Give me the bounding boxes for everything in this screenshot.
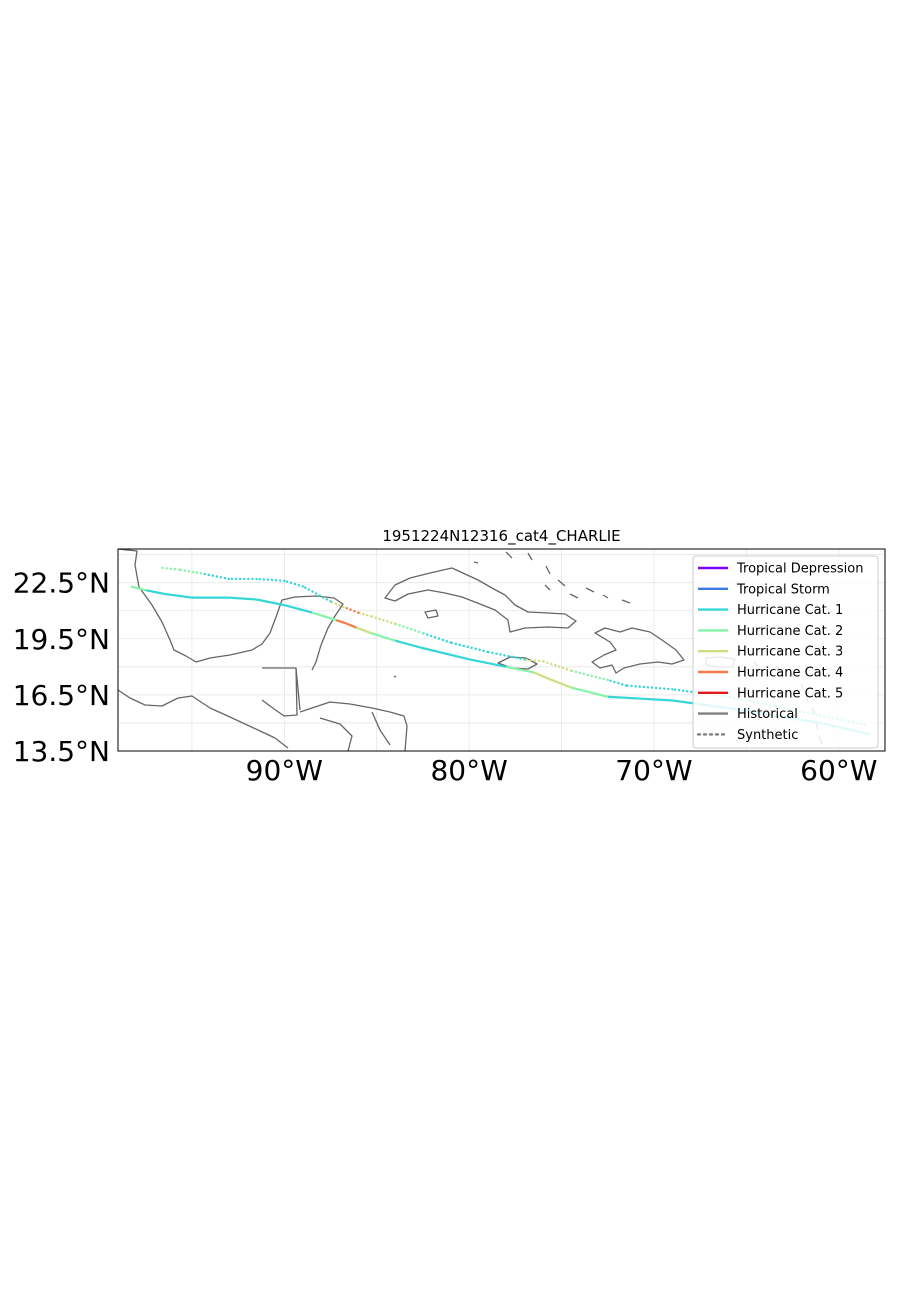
historical-track-segment bbox=[468, 658, 507, 668]
legend-label: Tropical Storm bbox=[736, 582, 830, 597]
synthetic-track-segment bbox=[625, 684, 674, 691]
synthetic-track-segment bbox=[523, 658, 545, 663]
y-tick-label: 22.5°N bbox=[13, 567, 110, 600]
historical-track-segment bbox=[164, 592, 193, 599]
historical-track-segment bbox=[130, 585, 146, 592]
legend-label: Hurricane Cat. 2 bbox=[737, 624, 843, 639]
coastlines bbox=[118, 549, 823, 751]
synthetic-track-segment bbox=[177, 568, 203, 575]
historical-track-segment bbox=[346, 622, 357, 629]
synthetic-track-segment bbox=[606, 678, 628, 687]
synthetic-track-segment bbox=[159, 566, 181, 571]
synthetic-track-segment bbox=[342, 605, 360, 614]
legend-label: Hurricane Cat. 1 bbox=[737, 603, 843, 618]
historical-track-segment bbox=[533, 671, 548, 680]
legend-label: Hurricane Cat. 3 bbox=[737, 645, 843, 660]
y-tick-label: 19.5°N bbox=[13, 623, 110, 656]
synthetic-track-segment bbox=[421, 631, 452, 644]
synthetic-track-segment bbox=[357, 611, 373, 618]
historical-track-segment bbox=[422, 647, 470, 661]
x-axis-ticks: 90°W 80°W 70°W 60°W bbox=[246, 754, 878, 787]
historical-track-segment bbox=[284, 604, 313, 614]
historical-track-segment bbox=[607, 695, 673, 702]
mexico-guatemala-border bbox=[261, 667, 298, 717]
legend-label: Synthetic bbox=[737, 728, 798, 743]
y-axis-ticks: 22.5°N 19.5°N 16.5°N 13.5°N bbox=[13, 567, 110, 768]
historical-track-segment bbox=[394, 639, 424, 650]
map-title: 1951224N12316_cat4_CHARLIE bbox=[382, 527, 620, 546]
cuba bbox=[384, 567, 577, 633]
synthetic-track-segment bbox=[370, 615, 397, 626]
historical-track-segment bbox=[570, 686, 609, 698]
x-tick-label: 80°W bbox=[430, 754, 507, 787]
legend-label: Historical bbox=[737, 707, 798, 722]
historical-track-segment bbox=[145, 589, 165, 595]
synthetic-track-segment bbox=[329, 600, 345, 609]
mexico-pacific-coast bbox=[118, 689, 289, 749]
cayman-islands bbox=[393, 561, 479, 678]
legend-box bbox=[692, 555, 879, 749]
legend-label: Hurricane Cat. 5 bbox=[737, 686, 843, 701]
synthetic-track-segment bbox=[541, 660, 573, 672]
x-tick-label: 60°W bbox=[800, 754, 877, 787]
bahamas bbox=[505, 551, 631, 604]
synthetic-track-segment bbox=[449, 641, 489, 654]
map-frame bbox=[117, 548, 886, 752]
historical-track-segment bbox=[228, 596, 257, 601]
historical-track-segment bbox=[335, 619, 348, 625]
synthetic-track-segment bbox=[569, 669, 609, 682]
belize-border bbox=[295, 667, 301, 711]
legend: Tropical Depression Tropical Storm Hurrica… bbox=[692, 555, 879, 749]
synthetic-track-segment bbox=[255, 577, 286, 582]
synthetic-track-segment bbox=[301, 585, 332, 603]
legend-label: Hurricane Cat. 4 bbox=[737, 666, 843, 681]
historical-track-segment bbox=[356, 626, 372, 635]
central-america-coast bbox=[299, 701, 408, 751]
honduras-nicaragua-interior bbox=[319, 711, 391, 751]
historical-track-segment bbox=[256, 598, 285, 607]
legend-label: Tropical Depression bbox=[736, 562, 863, 577]
historical-track-segment bbox=[311, 611, 337, 622]
synthetic-track-segment bbox=[394, 622, 425, 635]
synthetic-track-segment bbox=[199, 572, 231, 581]
synthetic-track-segment bbox=[283, 579, 305, 588]
y-tick-label: 13.5°N bbox=[13, 735, 110, 768]
historical-track-segment bbox=[546, 677, 572, 689]
x-tick-label: 90°W bbox=[246, 754, 323, 787]
hispaniola bbox=[591, 627, 685, 674]
historical-track-segment bbox=[370, 632, 396, 642]
mexico-gulf-coast bbox=[118, 549, 344, 671]
historical-track-segment bbox=[505, 665, 535, 674]
y-tick-label: 16.5°N bbox=[13, 679, 110, 712]
isle-of-youth bbox=[424, 609, 439, 619]
x-tick-label: 70°W bbox=[615, 754, 692, 787]
